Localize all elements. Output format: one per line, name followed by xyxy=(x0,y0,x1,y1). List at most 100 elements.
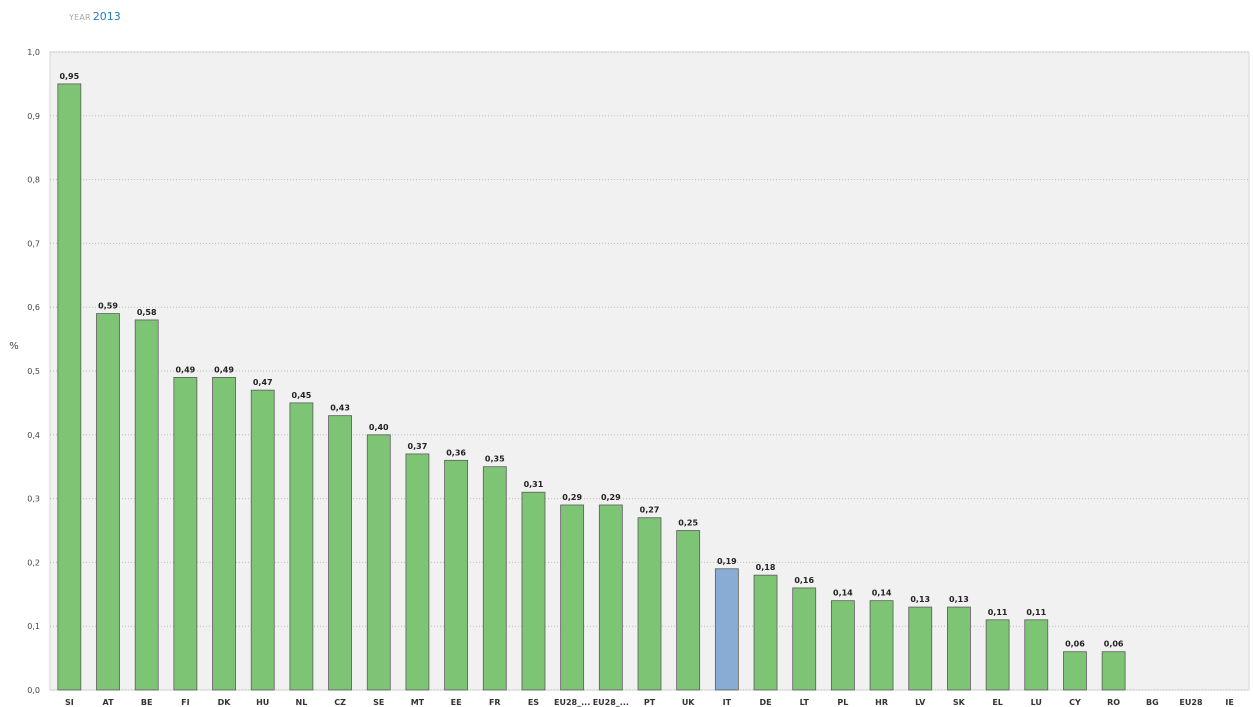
data-label: 0,11 xyxy=(1026,608,1046,617)
x-tick-label: NL xyxy=(296,698,308,707)
bar[interactable] xyxy=(212,376,236,691)
year-selector[interactable]: YEAR 2013 xyxy=(69,10,121,23)
x-tick-label: CY xyxy=(1069,698,1081,707)
x-tick-label: SK xyxy=(953,698,966,707)
x-tick-label: EE xyxy=(451,698,462,707)
x-tick-label: EU28_... xyxy=(554,698,590,707)
bar[interactable] xyxy=(676,530,701,691)
bar[interactable] xyxy=(173,376,198,691)
data-label: 0,47 xyxy=(253,378,273,387)
data-label: 0,45 xyxy=(292,391,312,400)
data-label: 0,49 xyxy=(175,365,195,374)
bar[interactable] xyxy=(598,504,623,691)
x-tick-label: ES xyxy=(528,698,539,707)
x-tick-label: EU28 xyxy=(1179,698,1203,707)
data-label: 0,16 xyxy=(794,576,814,585)
x-tick-label: SI xyxy=(65,698,74,707)
y-axis-ticks: 0,0 0,1 0,2 0,3 0,4 0,5 0,6 0,7 0,8 0,9 1,0 xyxy=(27,48,40,695)
bar[interactable] xyxy=(328,415,352,691)
bar[interactable] xyxy=(947,606,971,691)
bar[interactable] xyxy=(289,402,314,691)
gridlines xyxy=(50,51,1249,691)
y-tick-label: 0,5 xyxy=(27,367,40,376)
bar[interactable] xyxy=(1063,651,1087,691)
y-tick-label: 0,8 xyxy=(27,176,40,185)
bar[interactable] xyxy=(985,619,1010,691)
bar[interactable] xyxy=(830,600,855,691)
data-label: 0,13 xyxy=(949,595,969,604)
bar[interactable] xyxy=(637,517,662,691)
x-tick-label: UK xyxy=(682,698,695,707)
data-labels: 0,95 0,59 0,58 0,49 0,49 0,47 0,45 0,43 0,40 0,37… xyxy=(59,72,1123,649)
bar[interactable] xyxy=(1101,651,1126,691)
y-tick-label: 0,0 xyxy=(27,686,40,695)
x-tick-label: IT xyxy=(723,698,732,707)
bar[interactable] xyxy=(869,600,894,691)
bar[interactable] xyxy=(57,83,82,691)
data-label: 0,14 xyxy=(872,589,892,598)
data-label: 0,29 xyxy=(562,493,582,502)
bar[interactable] xyxy=(405,453,430,691)
data-label: 0,95 xyxy=(59,72,79,81)
bar[interactable] xyxy=(753,574,778,691)
x-tick-label: PL xyxy=(837,698,848,707)
x-tick-label: PT xyxy=(644,698,656,707)
year-value-link[interactable]: 2013 xyxy=(92,10,121,23)
data-label: 0,37 xyxy=(408,442,428,451)
x-tick-label: SE xyxy=(373,698,384,707)
x-tick-label: FI xyxy=(181,698,189,707)
data-label: 0,13 xyxy=(910,595,930,604)
x-tick-label: MT xyxy=(411,698,425,707)
x-tick-label: LU xyxy=(1031,698,1042,707)
x-tick-label: FR xyxy=(489,698,501,707)
x-tick-label: CZ xyxy=(334,698,346,707)
data-label: 0,11 xyxy=(988,608,1008,617)
data-label: 0,31 xyxy=(524,480,544,489)
bar[interactable] xyxy=(96,313,120,691)
data-label: 0,29 xyxy=(601,493,621,502)
data-label: 0,36 xyxy=(446,448,466,457)
bar[interactable] xyxy=(444,459,469,691)
y-tick-label: 0,7 xyxy=(27,239,40,248)
year-label: YEAR xyxy=(69,13,91,22)
bar[interactable] xyxy=(521,491,546,691)
y-tick-label: 0,2 xyxy=(27,558,40,567)
bar[interactable] xyxy=(134,319,159,691)
bar[interactable] xyxy=(792,587,817,691)
x-tick-label: HU xyxy=(256,698,269,707)
y-axis-label: % xyxy=(9,341,19,352)
x-tick-label: EU28_... xyxy=(593,698,629,707)
x-tick-label: RO xyxy=(1107,698,1120,707)
x-tick-label: BG xyxy=(1146,698,1159,707)
data-label: 0,06 xyxy=(1065,640,1085,649)
x-axis-labels: SI AT BE FI DK HU NL CZ SE MT EE FR ES EU28_... EU28_.… xyxy=(65,698,1234,707)
x-tick-label: LT xyxy=(800,698,810,707)
y-tick-label: 0,4 xyxy=(27,431,40,440)
bar[interactable] xyxy=(560,504,585,691)
data-label: 0,06 xyxy=(1104,640,1124,649)
data-label: 0,27 xyxy=(640,506,660,515)
bar[interactable] xyxy=(250,389,275,691)
bar[interactable] xyxy=(908,606,933,691)
y-tick-label: 0,6 xyxy=(27,303,40,312)
data-label: 0,58 xyxy=(137,308,157,317)
y-tick-label: 0,1 xyxy=(27,622,40,631)
data-label: 0,18 xyxy=(756,563,776,572)
bar[interactable] xyxy=(714,568,739,691)
bar[interactable] xyxy=(366,434,391,691)
x-tick-label: LV xyxy=(915,698,926,707)
x-tick-label: DK xyxy=(218,698,232,707)
x-tick-label: DE xyxy=(759,698,771,707)
bar[interactable] xyxy=(482,466,507,691)
data-label: 0,14 xyxy=(833,589,853,598)
x-tick-label: IE xyxy=(1225,698,1233,707)
x-tick-label: EL xyxy=(992,698,1003,707)
y-tick-label: 0,3 xyxy=(27,495,40,504)
bar[interactable] xyxy=(1024,619,1049,691)
x-tick-label: HR xyxy=(875,698,888,707)
data-label: 0,19 xyxy=(717,557,737,566)
data-label: 0,43 xyxy=(330,404,350,413)
data-label: 0,35 xyxy=(485,455,505,464)
data-label: 0,59 xyxy=(98,302,118,311)
